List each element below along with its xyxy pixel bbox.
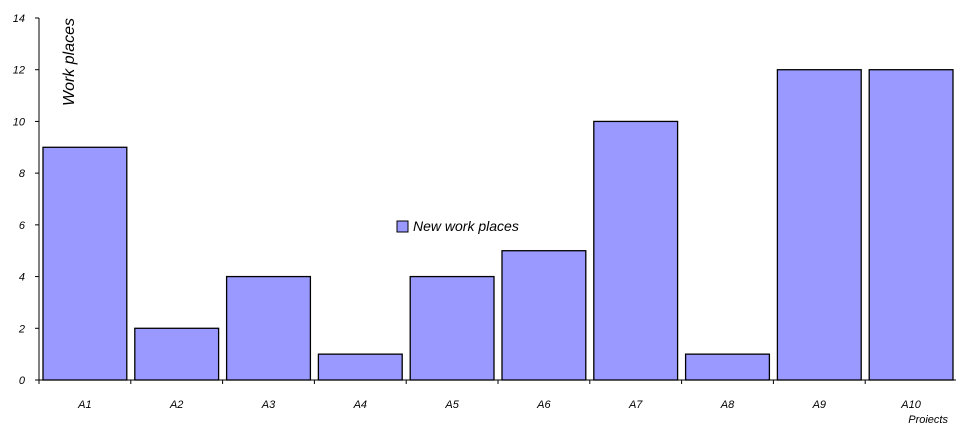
x-tick-label: A8: [720, 399, 735, 411]
x-axis-title: Proiects: [908, 414, 948, 426]
x-tick-label: A3: [261, 399, 276, 411]
x-tick-label: A2: [169, 399, 183, 411]
x-tick-label: A1: [77, 399, 91, 411]
x-tick-label: A5: [444, 399, 459, 411]
y-axis-ticks: 0 2 4 6 8 10 12 14: [13, 13, 39, 387]
x-tick-label: A9: [812, 399, 826, 411]
y-tick-label: 10: [13, 116, 26, 128]
bar-a2: [134, 327, 220, 381]
bar-a5: [409, 275, 495, 381]
y-tick-label: 0: [19, 375, 26, 387]
bar-a9: [776, 69, 862, 381]
bar-a7: [593, 120, 679, 381]
y-tick-label: 4: [19, 272, 25, 284]
x-axis-ticks: A1 A2 A3 A4 A5 A6 A7 A8 A9 A10: [38, 380, 922, 411]
x-tick-label: A10: [900, 399, 921, 411]
y-tick-label: 2: [18, 323, 25, 335]
bar-a8: [684, 353, 771, 381]
legend-swatch: [396, 220, 409, 233]
x-tick-label: A7: [628, 399, 643, 411]
x-tick-label: A6: [536, 399, 551, 411]
bar-a4: [317, 353, 403, 381]
legend-label: New work places: [413, 218, 519, 234]
bar-a10: [868, 69, 954, 381]
bar-a3: [225, 275, 312, 381]
y-axis-title: Work places: [61, 18, 78, 106]
bar-a6: [501, 250, 587, 381]
legend: New work places: [396, 218, 519, 234]
y-tick-label: 6: [19, 220, 26, 232]
bars: [42, 69, 954, 381]
bar-a1: [42, 146, 128, 381]
y-tick-label: 14: [13, 13, 25, 25]
y-tick-label: 12: [13, 65, 25, 77]
x-tick-label: A4: [353, 399, 367, 411]
y-tick-label: 8: [19, 168, 26, 180]
